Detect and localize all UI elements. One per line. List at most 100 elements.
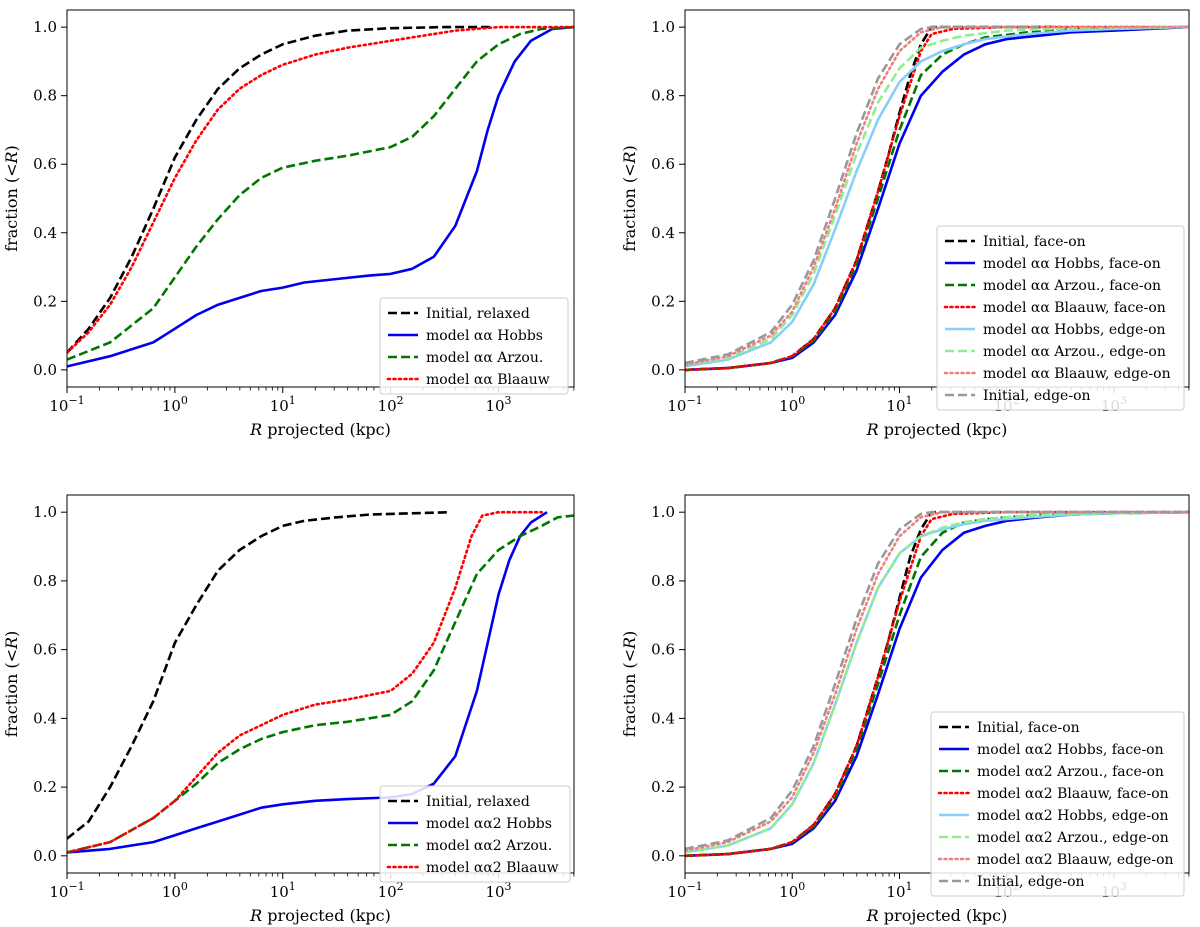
legend-entry-label: model αα2 Blaauw [426, 860, 559, 876]
series-line-6 [685, 25, 1189, 366]
series-line-7 [685, 510, 1189, 851]
x-tick-label: 101 [886, 880, 912, 901]
y-tick-label: 0.6 [651, 155, 675, 173]
y-tick-label: 0.8 [33, 87, 57, 105]
legend-entry-label: model αα2 Arzou. [426, 838, 552, 854]
x-tick-label: 100 [162, 880, 188, 901]
y-tick-label: 0.4 [33, 709, 57, 727]
y-tick-label: 0.8 [651, 572, 675, 590]
y-tick-label: 0.0 [33, 361, 57, 379]
legend-entry-label: model αα2 Blaauw, face-on [977, 786, 1169, 802]
x-tick-label: 10−1 [667, 880, 702, 901]
x-axis-label: R projected (kpc) [866, 906, 1008, 925]
y-tick-label: 0.4 [33, 224, 57, 242]
y-tick-label: 1.0 [651, 18, 675, 36]
y-tick-label: 0.6 [651, 641, 675, 659]
series-line-2 [67, 25, 574, 361]
series-line-2 [67, 514, 574, 854]
y-tick-label: 0.2 [33, 292, 57, 310]
legend-entry-label: Initial, edge-on [977, 874, 1085, 890]
legend-entry-label: model αα Arzou., edge-on [983, 344, 1166, 360]
y-tick-label: 0.4 [651, 709, 675, 727]
series-line-3 [67, 510, 543, 854]
series-line-1 [67, 25, 574, 368]
series-group [685, 25, 1189, 372]
x-tick-label: 103 [485, 394, 511, 415]
y-tick-label: 1.0 [33, 18, 57, 36]
x-axis-label: R projected (kpc) [249, 906, 391, 925]
y-tick-label: 0.2 [651, 778, 675, 796]
series-line-1 [67, 511, 548, 854]
series-line-5 [685, 25, 1189, 366]
legend-entry-label: model αα Hobbs [426, 328, 543, 344]
legend-entry-label: Initial, relaxed [426, 794, 530, 810]
x-tick-label: 101 [270, 880, 296, 901]
x-tick-label: 10−1 [49, 394, 84, 415]
legend-entry-label: model αα2 Hobbs, face-on [977, 742, 1164, 758]
series-line-3 [685, 510, 1189, 858]
legend-entry-label: model αα Blaauw [426, 372, 550, 388]
legend: Initial, face-on model αα Hobbs, face-on m… [936, 225, 1185, 411]
x-tick-label: 102 [378, 880, 404, 901]
legend-entry-label: model αα Blaauw, face-on [983, 300, 1166, 316]
y-tick-label: 0.2 [651, 292, 675, 310]
y-axis-label: fraction (<R) [620, 631, 639, 738]
legend-entry-label: model αα Arzou., face-on [983, 278, 1161, 294]
x-axis-label: R projected (kpc) [249, 420, 391, 439]
series-line-6 [685, 510, 1189, 852]
series-group [67, 510, 574, 854]
axes-frame [66, 9, 575, 388]
legend: Initial, relaxed model αα Hobbs model αα A… [379, 297, 569, 395]
panel-top-left: 10−1 100 101 102 103 0.0 0.2 0.4 0.6 0.8 1.0 R proj… [2, 9, 575, 439]
x-tick-label: 10−1 [49, 880, 84, 901]
x-axis-label: R projected (kpc) [866, 420, 1008, 439]
series-line-1 [685, 25, 1189, 372]
legend-entry-label: model αα2 Hobbs, edge-on [977, 808, 1168, 824]
legend-entry-label: Initial, edge-on [983, 388, 1091, 404]
legend-entry-label: model αα2 Arzou., edge-on [977, 830, 1169, 846]
x-tick-label: 10−1 [667, 394, 702, 415]
legend-entry-label: model αα Arzou. [426, 350, 543, 366]
legend-entry-label: Initial, relaxed [426, 306, 530, 322]
y-axis-label: fraction (<R) [2, 145, 21, 252]
legend-entry-label: model αα Hobbs, edge-on [983, 322, 1166, 338]
legend: Initial, face-on model αα2 Hobbs, face-on… [930, 711, 1185, 897]
legend-entry-label: model αα2 Arzou., face-on [977, 764, 1164, 780]
y-axis-label: fraction (<R) [2, 631, 21, 738]
y-tick-label: 1.0 [33, 503, 57, 521]
legend-entry-label: model αα2 Hobbs [426, 816, 552, 832]
legend-entry-label: Initial, face-on [983, 234, 1086, 250]
x-tick-label: 102 [378, 394, 404, 415]
series-line-0 [67, 510, 450, 840]
series-line-7 [685, 25, 1039, 365]
y-tick-label: 0.4 [651, 224, 675, 242]
legend-entry-label: model αα Hobbs, face-on [983, 256, 1161, 272]
legend-frame [930, 711, 1185, 897]
series-line-3 [685, 25, 1189, 372]
y-axis-label: fraction (<R) [620, 145, 639, 252]
series-line-2 [685, 25, 1189, 372]
legend-frame [379, 785, 571, 883]
y-tick-label: 0.6 [33, 641, 57, 659]
panel-bottom-left: 10−1 100 101 102 103 0.0 0.2 0.4 0.6 0.8 1.0 R proj… [2, 494, 575, 925]
y-tick-label: 0.8 [33, 572, 57, 590]
legend-entry-label: model αα2 Blaauw, edge-on [977, 852, 1174, 868]
y-tick-label: 0.0 [33, 847, 57, 865]
y-tick-label: 0.6 [33, 155, 57, 173]
legend-frame [379, 297, 569, 395]
y-tick-label: 0.0 [651, 361, 675, 379]
legend-entry-label: Initial, face-on [977, 720, 1080, 736]
x-tick-label: 101 [886, 394, 912, 415]
series-line-0 [685, 510, 1189, 858]
series-line-4 [685, 25, 1189, 368]
x-tick-label: 100 [162, 394, 188, 415]
legend-frame [936, 225, 1185, 411]
y-tick-label: 0.0 [651, 847, 675, 865]
x-tick-label: 101 [270, 394, 296, 415]
axes-frame [66, 494, 575, 874]
x-tick-label: 100 [779, 880, 805, 901]
series-line-0 [67, 25, 494, 354]
